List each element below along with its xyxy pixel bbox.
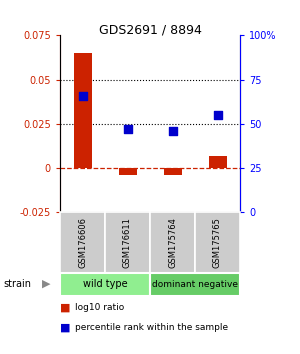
Bar xyxy=(74,53,92,168)
Text: ■: ■ xyxy=(60,303,70,313)
Point xyxy=(215,112,220,118)
Text: log10 ratio: log10 ratio xyxy=(75,303,124,313)
Point xyxy=(125,126,130,132)
Text: GSM175765: GSM175765 xyxy=(213,217,222,268)
Point xyxy=(170,128,175,134)
Text: GSM176611: GSM176611 xyxy=(123,217,132,268)
Bar xyxy=(118,168,136,175)
Bar xyxy=(105,212,150,273)
Text: ■: ■ xyxy=(60,322,70,332)
Text: GDS2691 / 8894: GDS2691 / 8894 xyxy=(99,23,201,36)
Text: ▶: ▶ xyxy=(42,279,51,289)
Bar xyxy=(208,156,226,168)
Bar xyxy=(150,273,240,296)
Text: strain: strain xyxy=(3,279,31,289)
Text: GSM175764: GSM175764 xyxy=(168,217,177,268)
Text: GSM176606: GSM176606 xyxy=(78,217,87,268)
Bar xyxy=(60,212,105,273)
Bar xyxy=(60,273,150,296)
Text: percentile rank within the sample: percentile rank within the sample xyxy=(75,323,228,332)
Text: wild type: wild type xyxy=(83,279,127,289)
Bar xyxy=(195,212,240,273)
Bar xyxy=(164,168,181,175)
Text: dominant negative: dominant negative xyxy=(152,280,238,289)
Point xyxy=(80,93,85,98)
Bar xyxy=(150,212,195,273)
